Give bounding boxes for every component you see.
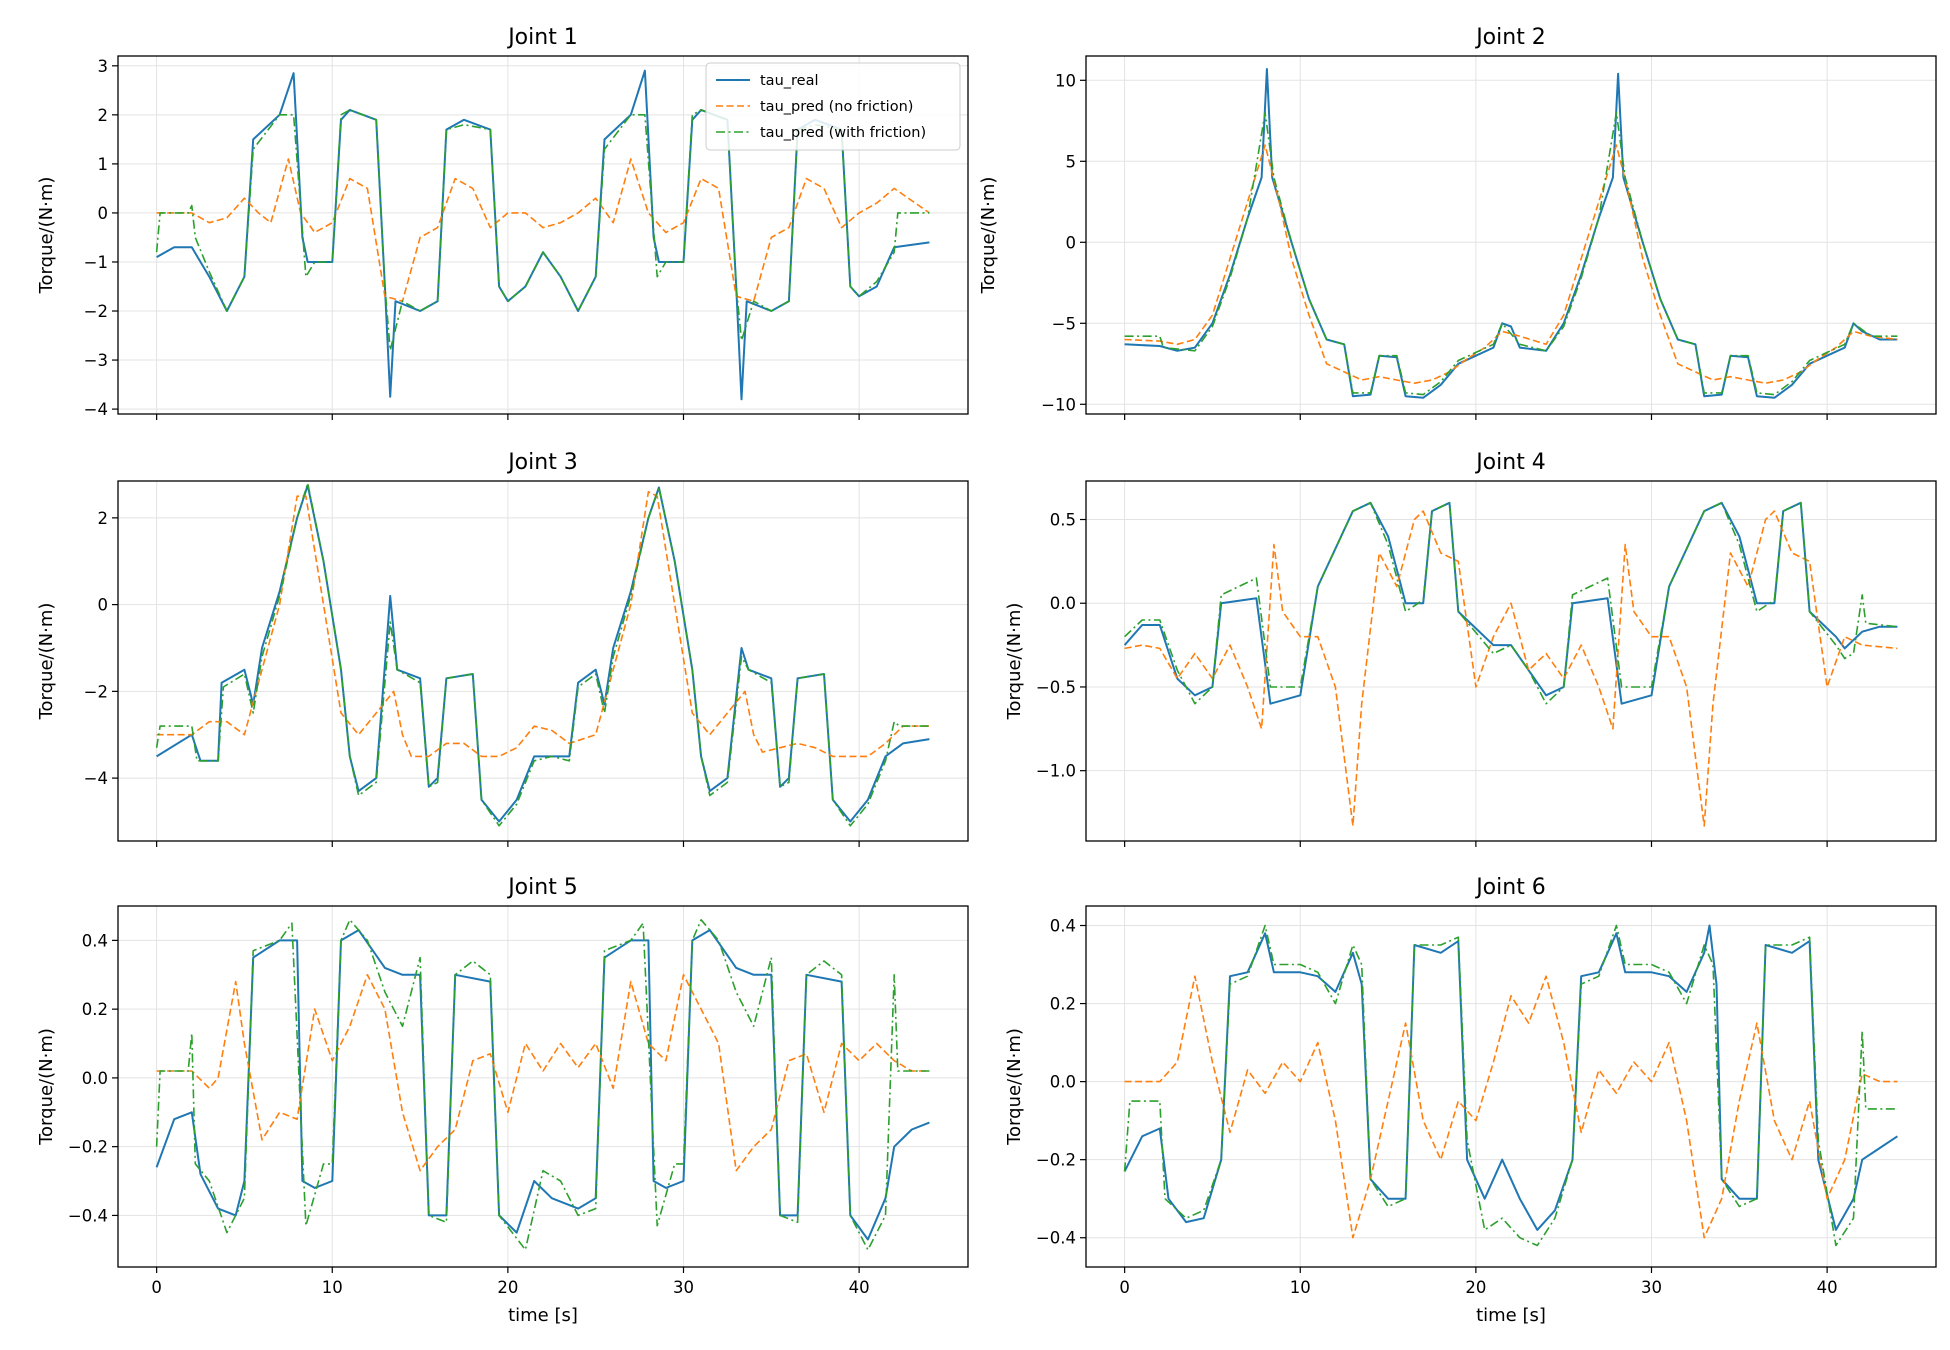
y-tick-label: −2: [84, 682, 108, 701]
x-tick-label: 10: [322, 1278, 343, 1297]
y-tick-label: −2: [84, 302, 108, 321]
y-tick-label: 3: [98, 57, 109, 76]
y-tick-label: 2: [98, 106, 109, 125]
y-tick-label: −0.4: [68, 1206, 108, 1225]
y-tick-label: 0.4: [1050, 917, 1076, 936]
y-tick-label: −1: [84, 253, 108, 272]
subplot-title: Joint 4: [1474, 450, 1546, 475]
x-tick-label: 0: [151, 1278, 162, 1297]
series-line-tau-pred-no-friction: [156, 974, 930, 1172]
y-axis-label: Torque/(N·m): [978, 177, 999, 295]
series-line-tau-pred-with-friction: [1123, 924, 1898, 1247]
axes-frame: [117, 905, 969, 1268]
series-line-tau-pred-no-friction: [1124, 510, 1898, 827]
legend-label: tau_real: [760, 73, 819, 89]
y-tick-label: 2: [98, 509, 109, 528]
subplot-title: Joint 5: [506, 875, 578, 900]
y-tick-label: −4: [84, 769, 108, 788]
y-tick-label: 0.0: [82, 1069, 108, 1088]
y-tick-label: 10: [1055, 71, 1076, 90]
y-tick-label: 0.2: [1050, 995, 1076, 1014]
x-tick-label: 40: [1817, 1278, 1838, 1297]
legend-label: tau_pred (no friction): [760, 99, 913, 115]
x-tick-label: 20: [1465, 1278, 1486, 1297]
y-tick-label: −3: [84, 351, 108, 370]
x-tick-label: 10: [1290, 1278, 1311, 1297]
y-tick-label: −0.2: [1036, 1151, 1076, 1170]
y-tick-label: 0: [1066, 233, 1077, 252]
subplot-title: Joint 1: [506, 25, 578, 50]
y-tick-label: 0.2: [82, 1000, 108, 1019]
y-axis-label: Torque/(N·m): [1004, 603, 1025, 721]
legend-label: tau_pred (with friction): [760, 125, 926, 141]
series-line-tau-real: [155, 929, 930, 1241]
subplot-title: Joint 2: [1474, 25, 1546, 50]
series-line-tau-real: [1124, 68, 1898, 399]
axes-frame: [1085, 905, 1937, 1268]
series-line-tau-real: [1123, 924, 1898, 1231]
y-tick-label: −0.4: [1036, 1229, 1076, 1248]
series-line-tau-pred-with-friction: [155, 919, 930, 1251]
subplot-joint-2: −10 −5 0 5 10 Joint 2 Torque/(N·m): [978, 25, 1937, 420]
x-tick-label: 30: [1641, 1278, 1662, 1297]
y-tick-label: 5: [1066, 152, 1077, 171]
axes-frame: [117, 55, 969, 415]
subplot-joint-3: −4 −2 0 2 Joint 3 Torque/(N·m): [36, 450, 969, 847]
y-tick-label: 0.4: [82, 931, 108, 950]
x-tick-label: 40: [849, 1278, 870, 1297]
y-axis-label: Torque/(N·m): [36, 177, 57, 295]
series-line-tau-pred-no-friction: [156, 491, 930, 758]
series-line-tau-pred-with-friction: [1124, 111, 1898, 396]
series-line-tau-pred-with-friction: [155, 109, 930, 351]
y-tick-label: 0.5: [1050, 511, 1076, 530]
y-axis-label: Torque/(N·m): [36, 1028, 57, 1146]
x-axis-label: time [s]: [508, 1305, 578, 1326]
y-axis-label: Torque/(N·m): [1004, 1028, 1025, 1146]
series-line-tau-pred-no-friction: [1124, 144, 1898, 384]
y-tick-label: −5: [1052, 314, 1076, 333]
y-tick-label: 0.0: [1050, 594, 1076, 613]
subplot-joint-5: 0 10 20 30 40 −0.4 −0.2 0.0 0.2 0.4 Joint 5 Torque/…: [36, 875, 969, 1326]
axes-frame: [1085, 55, 1937, 415]
series-line-tau-pred-no-friction: [156, 158, 930, 302]
subplot-joint-6: 0 10 20 30 40 −0.4 −0.2 0.0 0.2 0.4 Joint 6 Torque/…: [1004, 875, 1937, 1326]
axes-frame: [1085, 480, 1937, 842]
y-tick-label: 0.0: [1050, 1073, 1076, 1092]
y-tick-label: −4: [84, 400, 108, 419]
y-tick-label: −1.0: [1036, 762, 1076, 781]
y-tick-label: −0.5: [1036, 678, 1076, 697]
legend-box: [705, 62, 961, 151]
series-line-tau-pred-with-friction: [1124, 502, 1898, 705]
x-tick-label: 0: [1119, 1278, 1130, 1297]
y-tick-label: −0.2: [68, 1138, 108, 1157]
legend: tau_real tau_pred (no friction) tau_pred (…: [705, 62, 961, 151]
x-tick-label: 20: [497, 1278, 518, 1297]
y-tick-label: 0: [98, 596, 109, 615]
y-axis-label: Torque/(N·m): [36, 603, 57, 721]
series-line-tau-real: [156, 484, 930, 823]
subplot-joint-4: −1.0 −0.5 0.0 0.5 Joint 4 Torque/(N·m): [1004, 450, 1937, 847]
y-tick-label: 1: [98, 155, 109, 174]
subplot-title: Joint 3: [506, 450, 578, 475]
axes-frame: [117, 480, 969, 842]
x-axis-label: time [s]: [1476, 1305, 1546, 1326]
y-tick-label: −10: [1041, 395, 1076, 414]
series-line-tau-pred-with-friction: [155, 482, 930, 827]
subplot-title: Joint 6: [1474, 875, 1546, 900]
y-tick-label: 0: [98, 204, 109, 223]
series-line-tau-pred-no-friction: [1124, 975, 1898, 1239]
x-tick-label: 30: [673, 1278, 694, 1297]
